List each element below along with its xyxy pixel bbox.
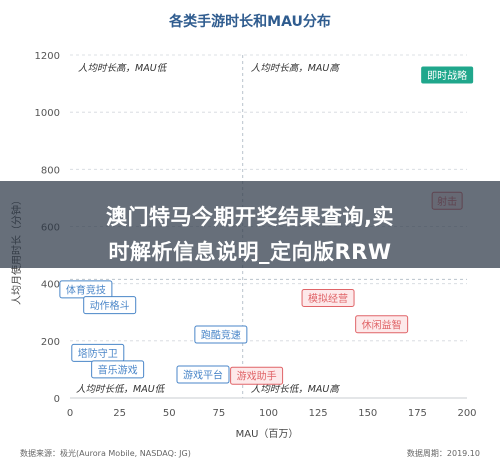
data-point: 休闲益智 [355,315,409,334]
data-point: 即时战略 [421,66,474,84]
x-tick-label: 150 [358,408,377,419]
data-point-label: 休闲益智 [362,318,402,331]
x-tick-label: 75 [213,408,226,419]
x-tick-label: 125 [309,408,328,419]
quadrant-label: 人均时长低，MAU低 [76,384,166,395]
data-point: 音乐游戏 [91,360,145,379]
data-point: 游戏助手 [230,366,284,385]
y-tick-label: 0 [54,394,60,405]
y-tick-label: 800 [41,165,60,176]
overlay-banner [0,181,500,268]
data-point-box [301,288,355,307]
data-point: 跑酷竞速 [194,325,248,344]
data-point-box [176,365,230,384]
data-point-label: 跑酷竞速 [201,329,241,342]
x-tick-label: 175 [408,408,427,419]
data-source-note: 数据来源：极光(Aurora Mobile, NASDAQ: JG) [20,449,191,458]
data-point-box [194,325,248,344]
overlay-headline-line-2: 时解析信息说明_定向版RRW [108,240,392,264]
data-point-box [83,296,137,315]
quadrant-dividers [70,55,467,398]
data-point-label: 塔防守卫 [78,347,118,360]
data-point: 模拟经营 [301,288,355,307]
x-tick-label: 200 [457,408,476,419]
x-tick-label: 50 [163,408,176,419]
x-axis-label: MAU（百万） [236,428,299,440]
x-tick-label: 100 [259,408,278,419]
quadrant-label: 人均时长低，MAU高 [251,383,341,395]
data-point: 动作格斗 [83,296,137,315]
y-tick-label: 400 [41,280,60,291]
x-tick-label: 25 [113,408,126,419]
data-point-box [230,366,284,385]
data-point: 塔防守卫 [71,343,125,362]
x-tick-label: 0 [67,408,73,419]
quadrant-label: 人均时长高，MAU低 [78,62,168,74]
data-point-label: 游戏平台 [183,369,223,382]
data-period-note: 数据周期：2019.10 [406,449,480,458]
data-point-box [91,360,145,379]
quadrant-label: 人均时长高，MAU高 [251,62,341,74]
data-point-label: 动作格斗 [90,299,130,312]
chart-title: 各类手游时长和MAU分布 [168,13,331,30]
data-point-label: 模拟经营 [308,292,348,305]
overlay-headline-line-1: 澳门特马今期开奖结果查询,实 [106,205,394,229]
data-point-label: 即时战略 [427,69,467,82]
y-tick-label: 200 [41,337,60,348]
data-point: 体育竞技 [59,280,113,299]
data-point-label: 音乐游戏 [98,363,138,376]
data-point-box [421,66,474,84]
y-tick-label: 1000 [35,108,60,119]
data-point-label: 体育竞技 [66,283,106,296]
data-point: 游戏平台 [176,365,230,384]
data-point-label: 游戏助手 [237,370,277,383]
y-tick-label: 1200 [35,51,60,62]
data-point-box [355,315,409,334]
